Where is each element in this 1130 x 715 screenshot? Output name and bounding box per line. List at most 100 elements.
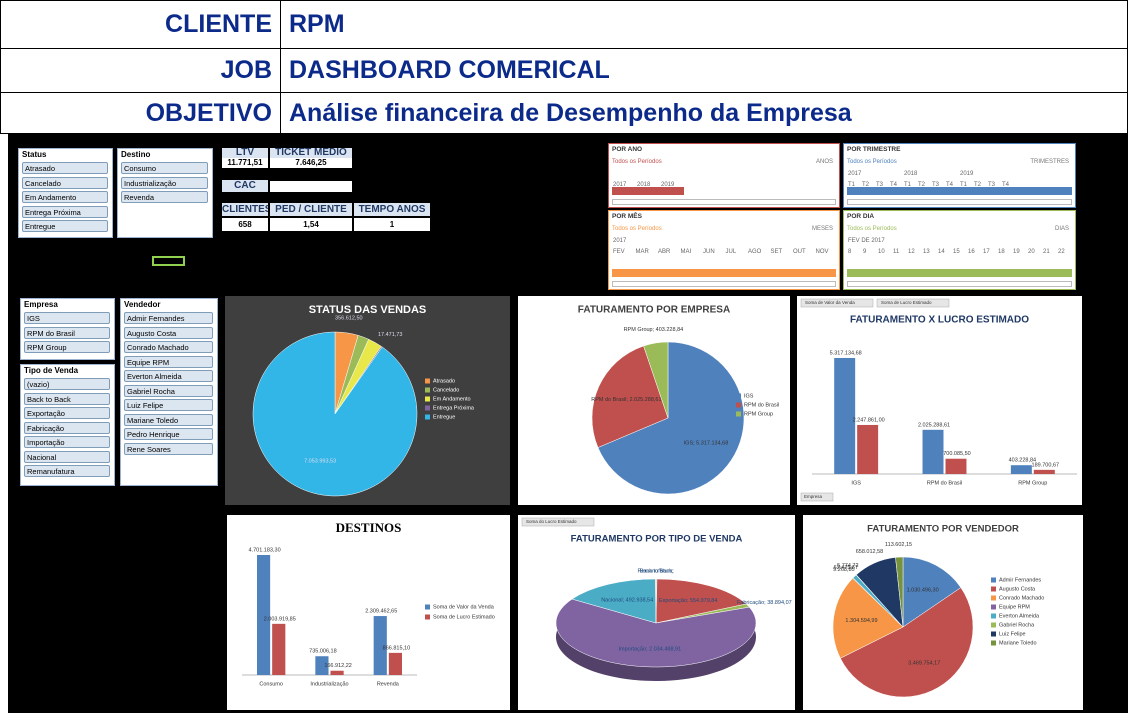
filter-button: [800, 492, 834, 502]
slicer-item: Atrasado: [22, 162, 108, 174]
legend-label: Soma de Lucro Estimado: [433, 614, 495, 620]
data-label: 735.006,18: [309, 649, 337, 655]
timeline-group: FEV DE 2017: [848, 238, 885, 244]
legend-swatch: [991, 640, 996, 646]
chart: DESTINOS Consumo 4.701.183,30 2.003.919,85 I…: [227, 515, 510, 710]
x-tick-label: Industrialização: [310, 681, 348, 687]
bar: [945, 458, 967, 474]
legend-swatch: [425, 414, 430, 420]
slicer-item: Luiz Felipe: [124, 399, 213, 411]
header-label: JOB: [0, 48, 281, 93]
timeline-item: T3: [876, 182, 884, 188]
data-label: 9.268,85: [833, 567, 854, 573]
timeline-scroll: [612, 199, 836, 205]
legend-swatch: [991, 613, 996, 619]
data-label: 5.317.134,68: [830, 350, 862, 356]
legend-label: Entrega Próxima: [433, 405, 475, 411]
timeline-scroll: [847, 281, 1072, 287]
timeline-item: 2018: [637, 182, 651, 188]
chart-title: STATUS DAS VENDAS: [309, 304, 427, 316]
legend-label: Augusto Costa: [999, 586, 1036, 592]
timeline-level: DIAS: [1054, 226, 1069, 232]
field-button-label: Soma de Lucro Estimado: [881, 300, 932, 305]
timeline-item: NOV: [815, 249, 829, 255]
slicer-item: Pedro Henrique: [124, 428, 213, 440]
kpi-value: 11.771,51: [222, 158, 268, 168]
slicer-item: Admir Fernandes: [124, 312, 213, 324]
timeline-item: 12: [908, 249, 915, 255]
header-label: CLIENTE: [0, 0, 281, 49]
timeline-item: T1: [960, 182, 968, 188]
timeline-item: SET: [770, 249, 783, 255]
kpi-value: 658: [222, 218, 268, 231]
timeline-bar: [847, 187, 1072, 195]
data-label: RPM do Brasil; 2.025.288,61: [591, 397, 661, 403]
chart: FATURAMENTO POR VENDEDOR 1.030.496,30 3.46…: [803, 515, 1083, 710]
header-value: DASHBOARD COMERICAL: [280, 48, 1128, 93]
slicer-title: Empresa: [24, 300, 58, 309]
slicer-item: IGS: [24, 312, 110, 324]
timeline-bar: [612, 269, 836, 277]
pie-slice: [252, 331, 418, 497]
timeline-item: T1: [904, 182, 912, 188]
timeline-level: TRIMESTRES: [1030, 159, 1069, 165]
timeline-all: Todos os Períodos: [612, 159, 662, 165]
legend-label: Conrado Machado: [999, 595, 1044, 601]
bar: [922, 429, 944, 474]
slicer-title: Destino: [121, 150, 151, 159]
slicer-item: Gabriel Rocha: [124, 384, 213, 397]
data-label: 2.025.288,61: [918, 422, 950, 428]
bar: [857, 424, 879, 474]
timeline-item: 10: [878, 249, 885, 255]
kpi-value: 1: [354, 218, 430, 231]
pie-slice: [840, 587, 974, 698]
timeline-item: 16: [968, 249, 975, 255]
legend-label: Cancelado: [433, 387, 459, 393]
data-label: 166.912,22: [324, 663, 352, 669]
timeline-item: 11: [893, 249, 900, 255]
legend-label: Equipe RPM: [999, 604, 1030, 610]
slicer-item: Rene Soares: [124, 442, 213, 455]
timeline-item: AGO: [748, 249, 762, 255]
legend-label: Mariane Toledo: [999, 640, 1037, 646]
legend-swatch: [736, 411, 741, 417]
slicer-item: Equipe RPM: [124, 355, 213, 368]
timeline-level: MESES: [811, 226, 833, 232]
timeline-item: MAI: [680, 249, 692, 255]
data-label: 4.701.183,30: [249, 547, 281, 553]
timeline-item: 2017: [613, 182, 627, 188]
kpi-header: TEMPO ANOS: [354, 203, 430, 216]
timeline-bar: [612, 187, 684, 195]
timeline-item: 18: [998, 249, 1005, 255]
timeline-item: T4: [946, 182, 954, 188]
timeline-item: 14: [938, 249, 945, 255]
legend-swatch: [736, 393, 741, 399]
slicer-item: Industrialização: [121, 176, 208, 189]
slicer-item: Augusto Costa: [124, 326, 213, 339]
timeline-group: 2018: [904, 171, 918, 177]
data-label: 2.309.462,65: [365, 609, 397, 615]
legend-swatch: [991, 622, 996, 628]
timeline-group: 2017: [848, 171, 862, 177]
chart-title: FATURAMENTO POR TIPO DE VENDA: [571, 534, 743, 545]
timeline-item: 2019: [661, 182, 675, 188]
timeline-item: T3: [932, 182, 940, 188]
legend-swatch: [991, 631, 996, 637]
slicer-item: Exportação: [24, 407, 110, 419]
slicer: Empresa IGS RPM do Brasil RPM Group: [20, 298, 115, 360]
timeline-group: 2019: [960, 171, 974, 177]
timeline-title: POR ANO: [612, 146, 643, 153]
chart: FATURAMENTO POR EMPRESA IGS; 5.317.134,68…: [518, 296, 790, 505]
bar: [330, 670, 344, 675]
x-tick-label: Consumo: [259, 681, 283, 687]
timeline-bar: [847, 269, 1072, 277]
slicer-title: Status: [22, 150, 47, 159]
legend-label: Admir Fernandes: [999, 577, 1041, 583]
legend-swatch: [991, 595, 996, 601]
chart: FATURAMENTO X LUCRO ESTIMADO Soma de Valo…: [797, 296, 1082, 505]
pie-slice: [591, 345, 669, 448]
bar: [257, 555, 271, 675]
slicer: Tipo de Venda (vazio) Back to Back Exportaç…: [20, 364, 115, 486]
bar: [373, 616, 387, 675]
